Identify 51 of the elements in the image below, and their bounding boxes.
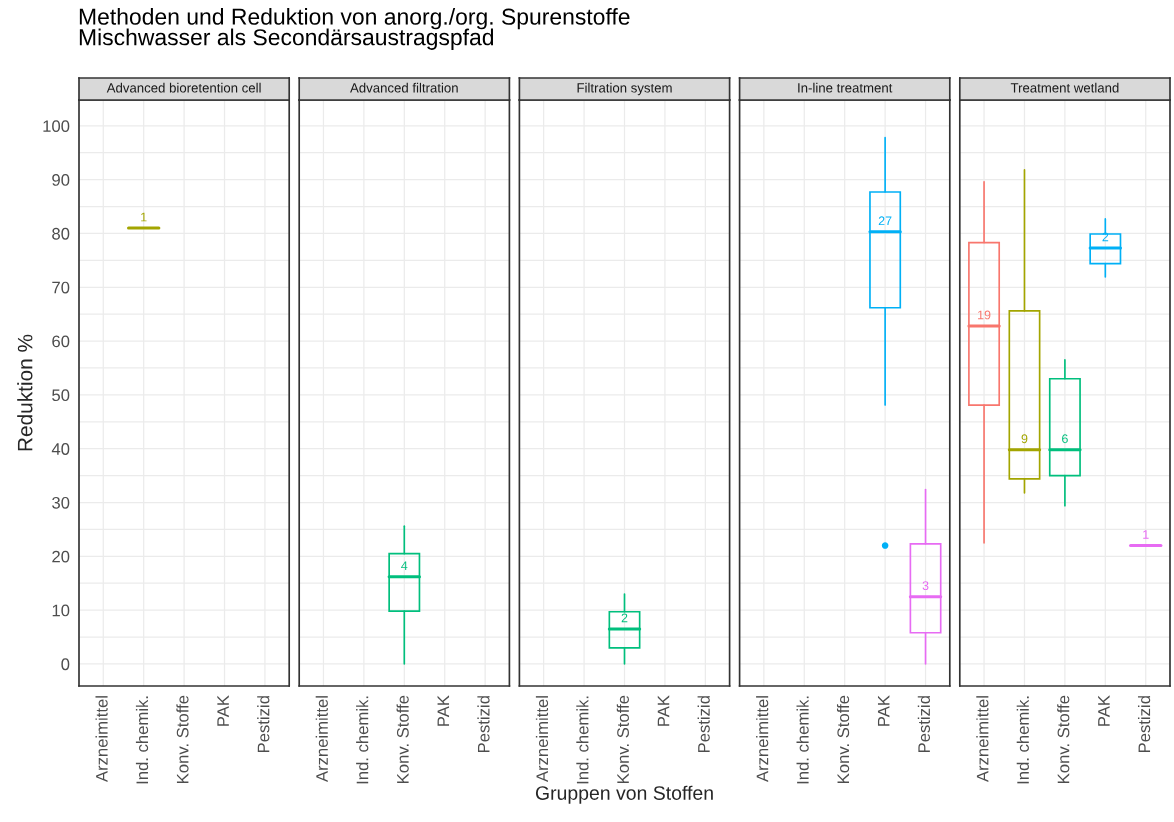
annotation: 4 xyxy=(401,561,408,570)
x-tick-label: Konv. Stoffe xyxy=(176,695,189,783)
y-tick-label: 0 xyxy=(61,658,70,671)
x-tick-label: PAK xyxy=(1098,695,1110,726)
annotation: 1 xyxy=(141,212,147,222)
x-tick-label: Pestizid xyxy=(257,696,270,753)
annotation: 19 xyxy=(978,310,991,320)
x-tick-label: Konv. Stoffe xyxy=(1057,695,1070,783)
x-tick-label: Pestizid xyxy=(697,696,710,753)
chart-title: Filtration system xyxy=(577,82,672,96)
x-tick-label: Ind. chemik. xyxy=(1016,696,1029,784)
x-tick-label: Konv. Stoffe xyxy=(616,695,629,783)
chart-title: In-line treatment xyxy=(798,82,893,93)
x-tick-label: Konv. Stoffe xyxy=(836,695,850,783)
x-axis-title: Gruppen von Stoffen xyxy=(535,785,713,804)
x-tick-label: Arzneimittel xyxy=(976,696,989,783)
annotation: 6 xyxy=(1062,434,1068,444)
annotation: 27 xyxy=(878,216,892,226)
y-tick-label: 10 xyxy=(52,604,70,617)
y-tick-label: 70 xyxy=(52,281,70,294)
x-tick-label: PAK xyxy=(877,695,890,726)
x-tick-label: Ind. chemik. xyxy=(135,696,149,784)
x-tick-label: Pestizid xyxy=(477,696,490,753)
y-tick-label: 50 xyxy=(52,389,70,402)
x-tick-label: Arzneimittel xyxy=(95,696,108,783)
y-axis-title: Reduktion % xyxy=(17,334,33,451)
y-tick-label: 100 xyxy=(43,120,70,133)
x-tick-label: Arzneimittel xyxy=(535,696,549,783)
annotation: 3 xyxy=(922,581,929,591)
x-tick-label: Konv. Stoffe xyxy=(396,695,409,783)
x-tick-label: PAK xyxy=(657,695,670,726)
x-tick-label: Ind. chemik. xyxy=(356,696,369,784)
x-tick-label: Pestizid xyxy=(1137,696,1151,753)
y-tick-label: 60 xyxy=(52,335,70,348)
y-tick-label: 20 xyxy=(52,550,70,563)
text: Methoden und Reduktion von anorg./org. Spurenstoffe Mischwasser als Secondärsaustragspfad xyxy=(79,8,630,50)
annotation: 1 xyxy=(1143,530,1149,539)
x-tick-label: Ind. chemik. xyxy=(576,696,589,784)
chart-title: Treatment wetland xyxy=(1010,82,1119,93)
y-tick-label: 40 xyxy=(51,443,70,455)
x-tick-label: Arzneimittel xyxy=(756,696,769,783)
annotation: 9 xyxy=(1021,434,1028,444)
x-tick-label: Arzneimittel xyxy=(315,696,328,783)
y-tick-label: 30 xyxy=(52,496,70,509)
x-tick-label: PAK xyxy=(217,695,229,726)
annotation: 2 xyxy=(621,613,628,623)
x-tick-label: PAK xyxy=(437,695,450,726)
y-tick-label: 90 xyxy=(52,174,70,186)
x-tick-label: Pestizid xyxy=(917,696,931,753)
y-tick-label: 80 xyxy=(52,227,70,240)
x-tick-label: Ind. chemik. xyxy=(796,696,809,784)
